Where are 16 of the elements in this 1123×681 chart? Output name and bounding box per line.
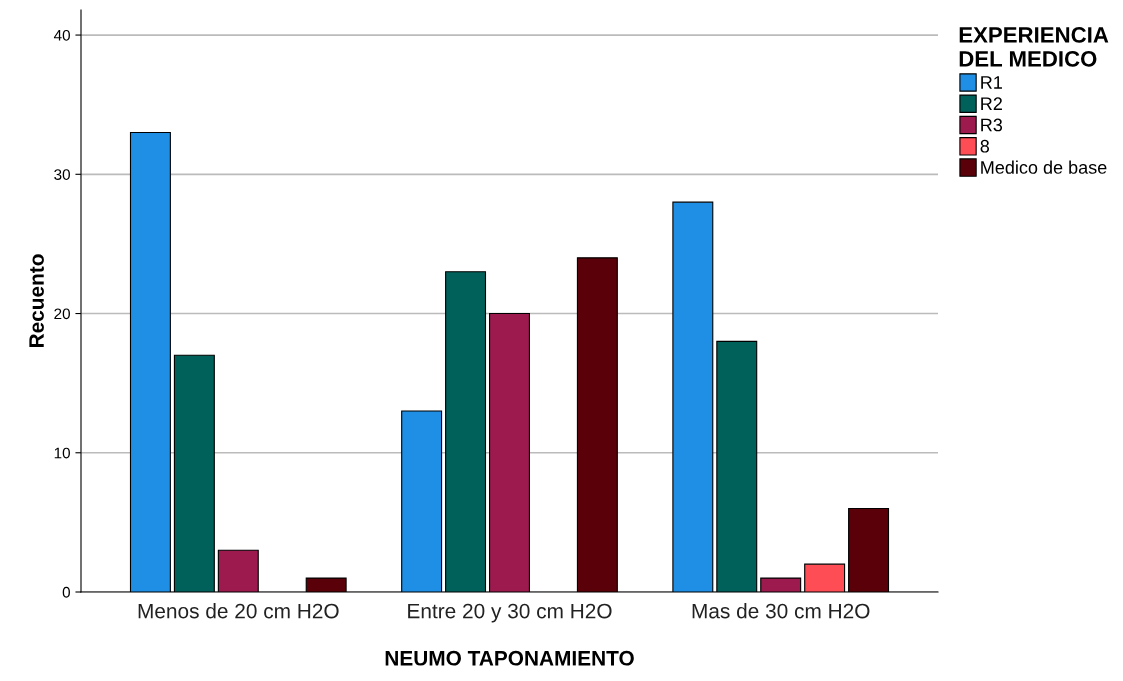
y-axis-title: Recuento bbox=[29, 254, 44, 348]
x-tick-label: Menos de 20 cm H2O bbox=[138, 603, 339, 619]
legend-label: 8 bbox=[980, 139, 990, 153]
y-tick-label: 0 bbox=[62, 586, 70, 598]
legend-label: Medico de base bbox=[981, 160, 1107, 174]
y-tick-label: 30 bbox=[54, 169, 70, 180]
y-tick-label: 10 bbox=[54, 447, 70, 459]
legend-title: EXPERIENCIA DEL MEDICO bbox=[959, 27, 1109, 67]
legend-label: R3 bbox=[981, 118, 1003, 132]
x-axis-title: NEUMO TAPONAMIENTO bbox=[385, 650, 634, 666]
x-tick-label: Entre 20 y 30 cm H2O bbox=[408, 603, 612, 623]
legend-label: R2 bbox=[981, 97, 1002, 110]
x-tick-label: Mas de 30 cm H2O bbox=[692, 603, 870, 619]
legend-label: R1 bbox=[981, 76, 1002, 89]
y-tick-label: 20 bbox=[54, 308, 70, 320]
y-tick-label: 40 bbox=[53, 29, 70, 41]
